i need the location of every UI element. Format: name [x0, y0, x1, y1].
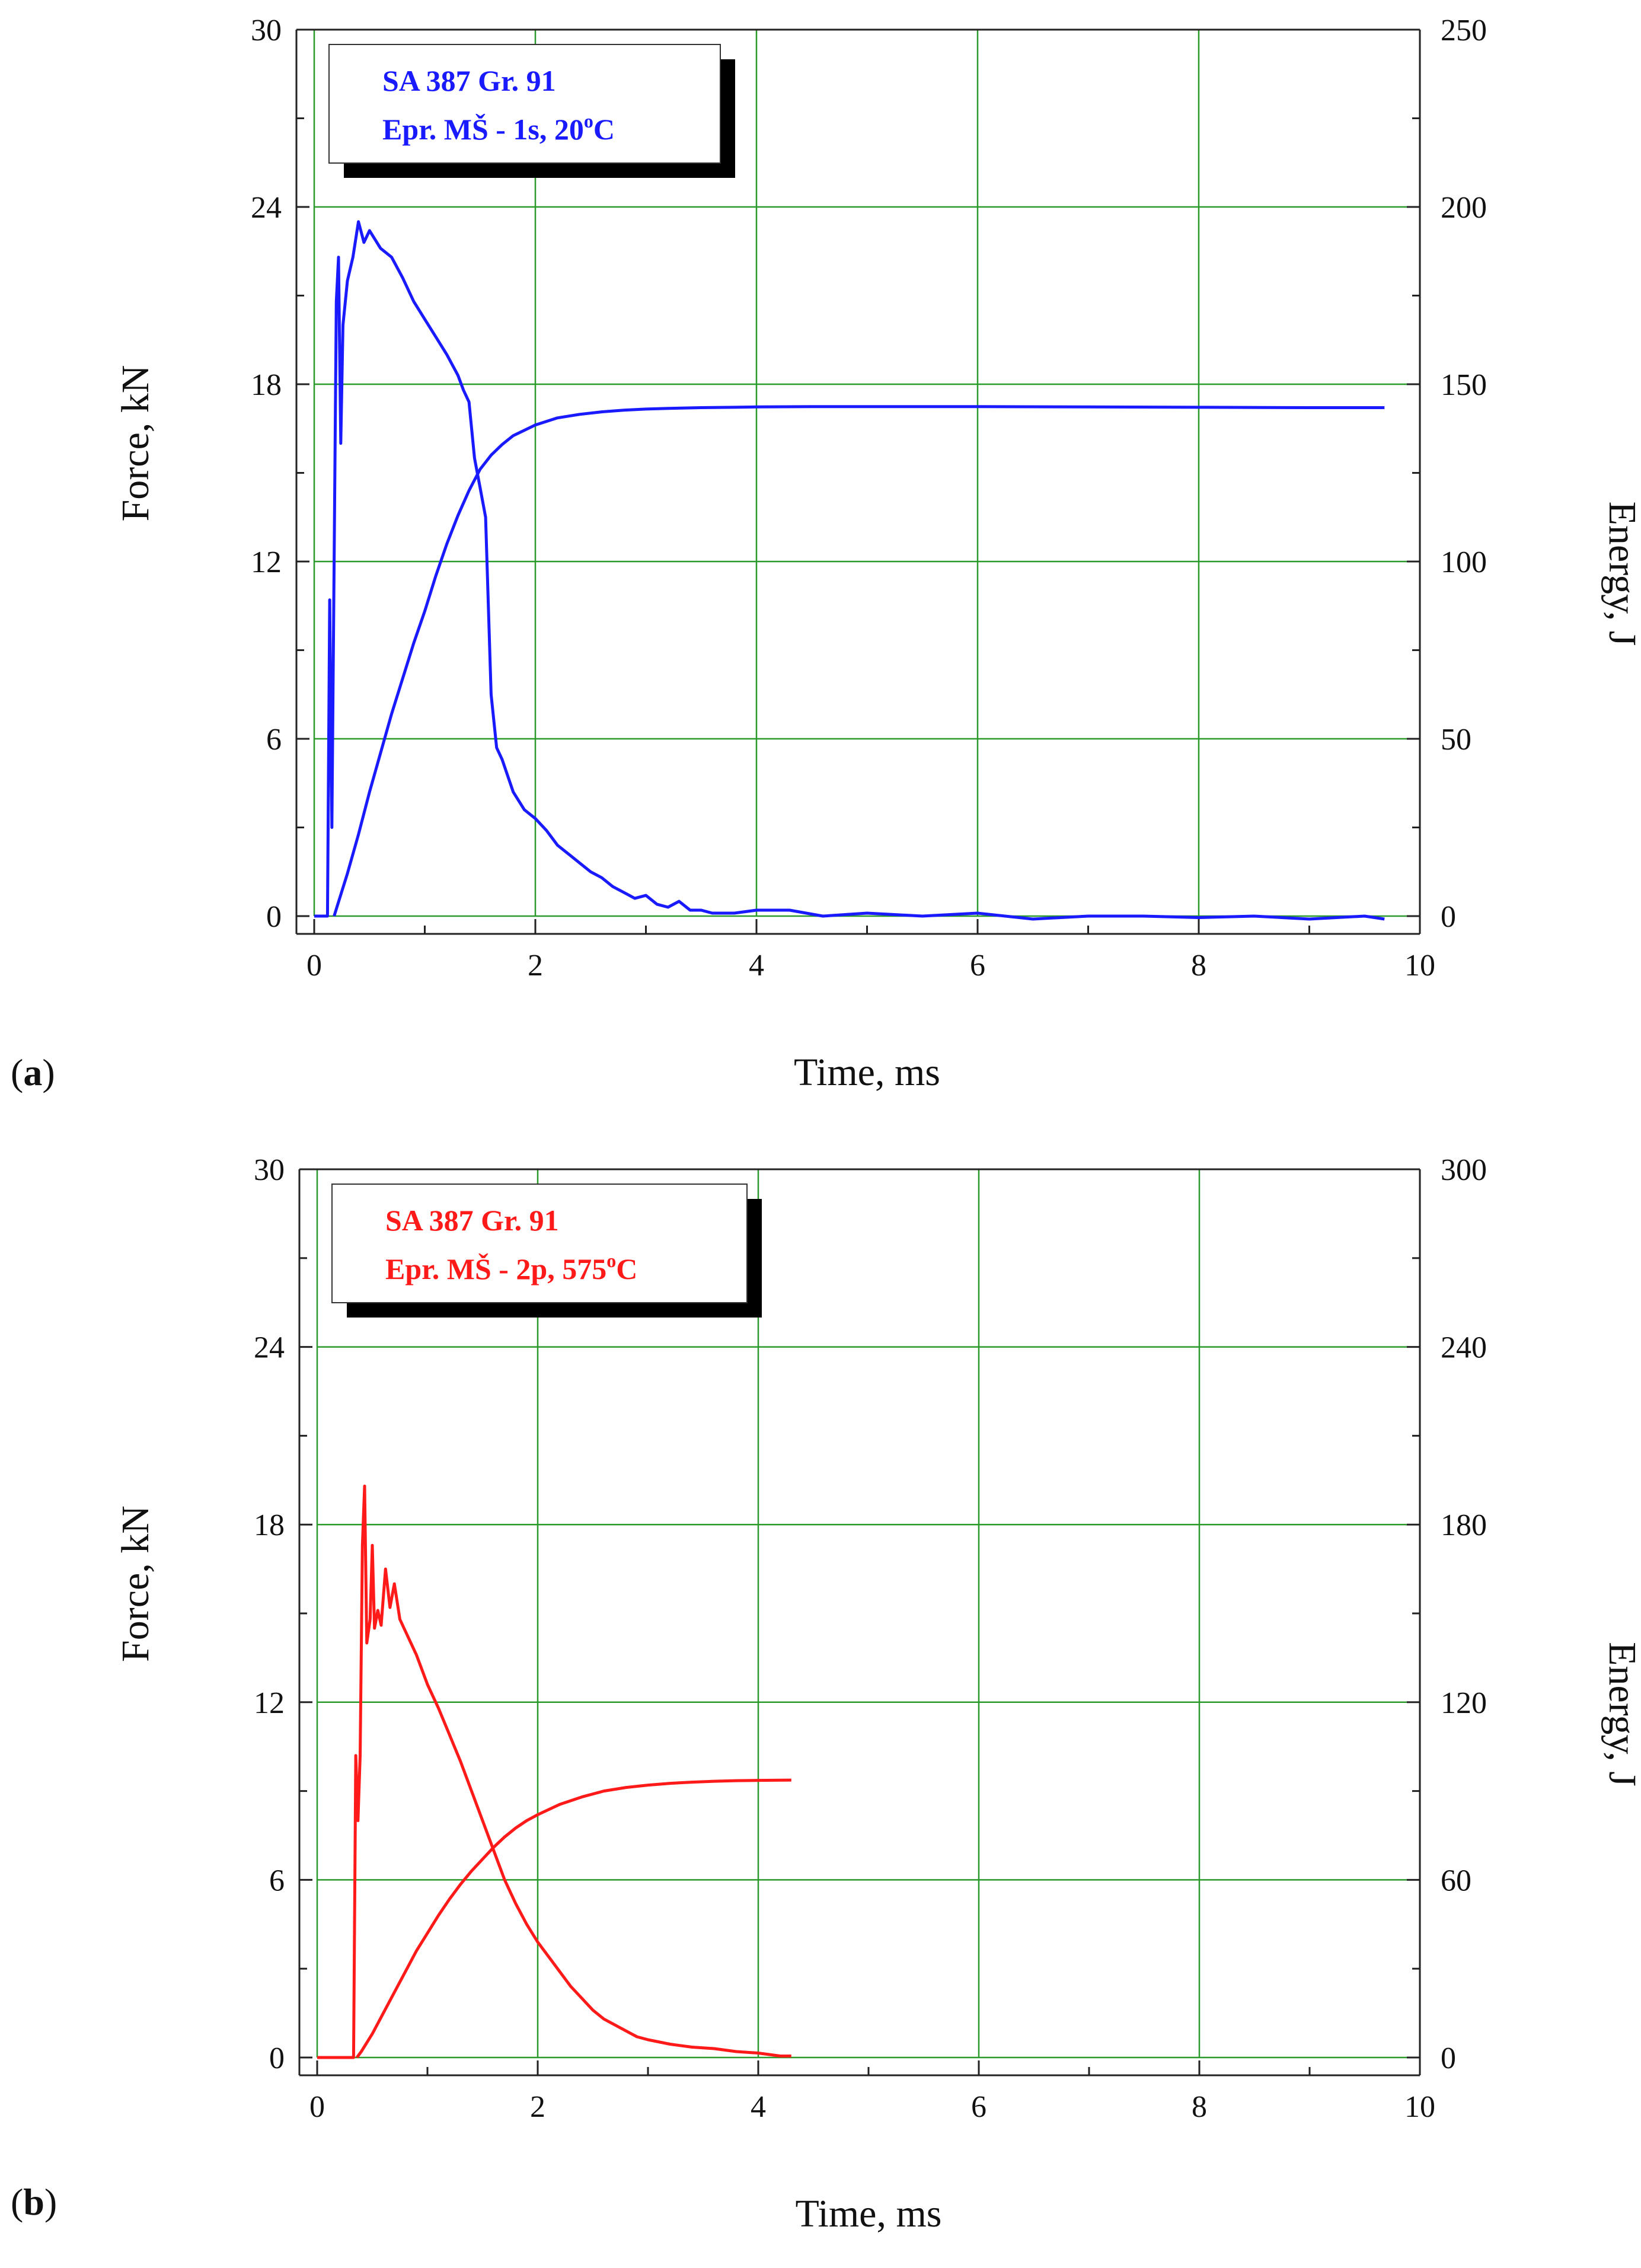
legend-box — [331, 1184, 748, 1303]
x-tick-label: 6 — [970, 949, 985, 983]
y-tick-label-left: 18 — [251, 368, 282, 402]
y-tick-label-left: 24 — [251, 191, 282, 225]
x-tick-label: 4 — [751, 2090, 766, 2124]
y-axis-title-left: Force, kN — [114, 365, 157, 522]
y-tick-label-right: 50 — [1441, 723, 1471, 757]
x-tick-label: 10 — [1404, 2090, 1435, 2124]
legend-line-2: Epr. MŠ - 2p, 575oC — [385, 1250, 637, 1285]
y-tick-label-left: 18 — [254, 1508, 285, 1542]
energy-series-line — [333, 405, 1385, 917]
y-tick-label-left: 6 — [269, 1864, 285, 1897]
y-tick-label-right: 0 — [1441, 2041, 1456, 2075]
force-series-line — [317, 1484, 791, 2059]
x-tick-label: 8 — [1191, 949, 1206, 983]
y-tick-label-right: 120 — [1441, 1686, 1487, 1720]
x-tick-label: 4 — [749, 949, 764, 983]
x-tick-label: 10 — [1404, 949, 1435, 983]
y-tick-label-left: 0 — [269, 2041, 285, 2075]
y-tick-label-left: 12 — [254, 1686, 285, 1720]
x-tick-label: 0 — [307, 949, 322, 983]
x-tick-label: 8 — [1192, 2090, 1207, 2124]
y-tick-label-right: 240 — [1441, 1331, 1487, 1365]
y-axis-title-right: Energy, J — [1601, 502, 1641, 646]
y-tick-label-left: 6 — [266, 723, 282, 757]
panel-label: (a) — [11, 1051, 55, 1093]
x-tick-label: 2 — [528, 949, 543, 983]
force-series-line — [314, 220, 1385, 921]
y-tick-label-right: 150 — [1441, 368, 1487, 402]
y-tick-label-left: 30 — [251, 14, 282, 47]
energy-series-line — [355, 1778, 791, 2059]
x-tick-label: 6 — [971, 2090, 986, 2124]
x-axis-title: Time, ms — [796, 2192, 942, 2235]
y-tick-label-right: 100 — [1441, 546, 1487, 579]
x-axis-title: Time, ms — [794, 1051, 940, 1094]
legend-line-2: Epr. MŠ - 1s, 20oC — [382, 110, 615, 146]
y-tick-label-right: 60 — [1441, 1864, 1471, 1897]
legend-line-1: SA 387 Gr. 91 — [385, 1204, 559, 1237]
y-axis-title-left: Force, kN — [114, 1505, 157, 1662]
x-tick-label: 0 — [309, 2090, 325, 2124]
y-tick-label-left: 30 — [254, 1153, 285, 1187]
y-tick-label-right: 180 — [1441, 1508, 1487, 1542]
y-tick-label-right: 300 — [1441, 1153, 1487, 1187]
y-tick-label-left: 12 — [251, 546, 282, 579]
legend-line-1: SA 387 Gr. 91 — [382, 64, 556, 97]
legend-box — [328, 44, 721, 164]
y-axis-title-right: Energy, J — [1601, 1642, 1641, 1787]
y-tick-label-left: 0 — [266, 900, 282, 934]
y-tick-label-left: 24 — [254, 1331, 285, 1365]
y-tick-label-right: 0 — [1441, 900, 1456, 934]
y-tick-label-right: 250 — [1441, 14, 1487, 47]
x-tick-label: 2 — [530, 2090, 545, 2124]
panel-label: (b) — [11, 2181, 57, 2223]
y-tick-label-right: 200 — [1441, 191, 1487, 225]
